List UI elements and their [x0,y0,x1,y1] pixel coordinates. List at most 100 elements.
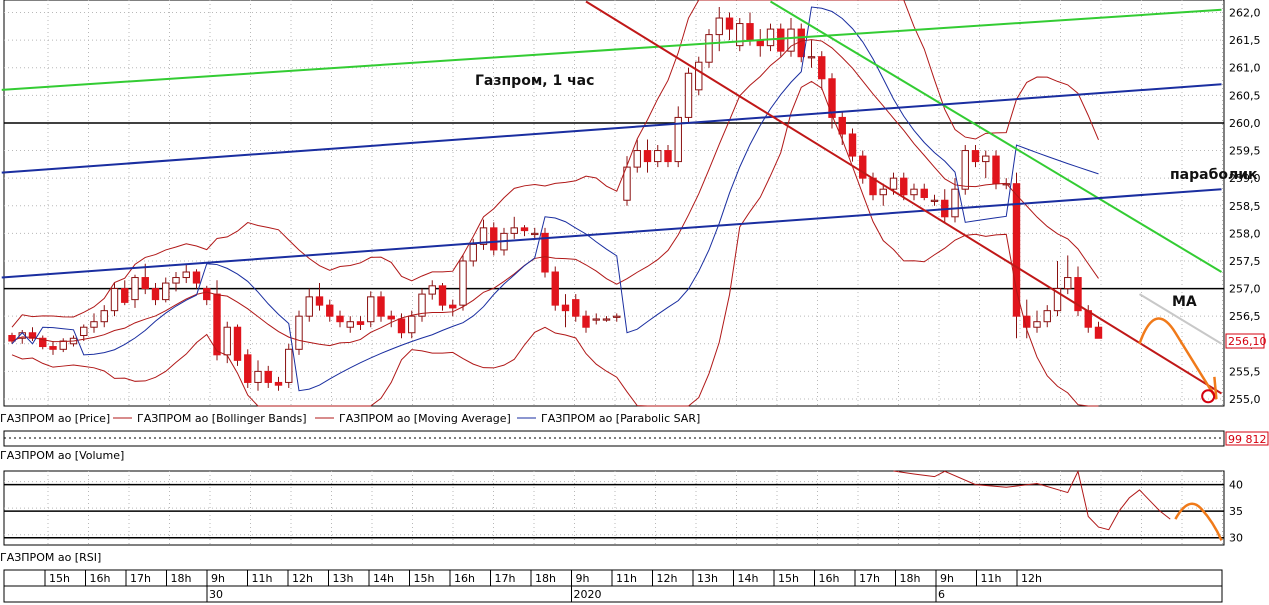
hour-tick-label: 18h [900,572,921,585]
hour-tick-label: 17h [859,572,880,585]
descending-green-trendline [769,0,1223,273]
price-tick-label: 255,0 [1229,393,1261,406]
candle-down [387,315,395,320]
hour-tick-label: 12h [1021,572,1042,585]
hour-tick-label: 18h [171,572,192,585]
candle-down [992,155,1000,185]
volume-value-box [1225,431,1269,446]
candle-down [121,288,129,303]
forecast-arrow [1138,317,1218,400]
rsi-forecast-arrow [1174,502,1223,541]
price-tick-label: 262,0 [1229,7,1261,20]
hour-tick-label: 11h [616,572,637,585]
candle-up [305,296,313,317]
candle-down [213,293,221,356]
hour-tick-label: 16h [819,572,840,585]
day-tick-label: 2020 [574,588,602,601]
price-tick-label: 258,5 [1229,200,1261,213]
candle-up [90,321,98,328]
hour-tick-label: 12h [292,572,313,585]
candle-down [920,188,928,198]
candle-up [766,28,775,47]
bollinger-upper-line [11,0,1099,328]
candle-up [674,116,682,163]
candle-down [900,177,908,196]
candle-down [1012,183,1021,317]
price-tick-label: 257,5 [1229,255,1261,268]
legend-bollinger: ГАЗПРОМ ао [Bollinger Bands] [137,412,307,425]
candle-down [838,116,846,135]
bollinger-lower-line [11,80,1099,407]
price-tick-label: 258,0 [1229,227,1261,240]
candle-down [818,56,826,80]
candle-up [479,227,488,245]
candle-down [397,318,406,334]
candle-down [377,296,385,317]
candle-up [418,293,426,317]
ma-projection-line [1138,293,1223,345]
candle-down [141,277,149,290]
price-tick-label: 259,0 [1229,172,1261,185]
rsi-tick-label: 30 [1229,532,1243,545]
legend-price: ГАЗПРОМ ао [Price] [0,412,110,425]
day-tick-label: 30 [209,588,223,601]
hour-tick-label: 12h [657,572,678,585]
candle-down [746,23,754,41]
candle-up [131,277,139,301]
hour-tick-label: 9h [211,572,225,585]
legend-moving-average: ГАЗПРОМ ао [Moving Average] [339,412,511,425]
candle-up [459,260,467,306]
hour-tick-label: 17h [495,572,516,585]
last-price-box [1225,333,1265,349]
candle-up [223,326,231,356]
candle-down [848,133,857,157]
candle-up [715,17,723,36]
candle-up [592,318,600,321]
upper-blue-channel-line [1,83,1222,174]
rsi-lines [893,469,1223,541]
candle-up [695,61,703,91]
price-tick-label: 260,0 [1229,117,1261,130]
candle-up [1033,321,1041,328]
price-legend: ГАЗПРОМ ао [Price] ГАЗПРОМ ао [Bollinger… [0,412,700,425]
candle-up [100,310,108,323]
candle-down [28,332,37,339]
candle-down [1074,277,1082,312]
price-tick-label: 261,5 [1229,34,1261,47]
candle-down [315,296,324,306]
candle-up [684,72,693,118]
candle-up [510,227,518,234]
price-tick-label: 256,5 [1229,310,1261,323]
candle-up [254,370,262,383]
candle-up [367,296,375,323]
candle-down [1023,315,1031,328]
candle-up [172,277,180,284]
candle-up [59,340,67,350]
candle-up [982,155,990,163]
chart-title: Газпром, 1 час [475,73,594,89]
volume-label: ГАЗПРОМ ао [Volume] [0,449,124,462]
candle-down [777,28,785,52]
parabolic-annotation: параболик [1170,167,1258,183]
candle-down [438,285,447,306]
parabolic-sar-line [11,6,1099,392]
candle-down [725,17,734,30]
candle-down [39,337,47,348]
hour-tick-label: 13h [697,572,718,585]
price-tick-label: 257,0 [1229,283,1261,296]
hour-tick-label: 18h [535,572,556,585]
hour-tick-label: 9h [940,572,954,585]
candle-up [182,271,190,279]
candle-up [613,315,621,318]
candle-down [264,370,272,383]
lower-blue-channel-line [1,188,1222,279]
moving-average-line [11,39,1099,347]
hour-tick-label: 11h [252,572,273,585]
candle-down [233,326,242,361]
day-tick-label: 6 [938,588,945,601]
rsi-tick-label: 35 [1229,505,1243,518]
candle-up [910,188,918,196]
candle-down [192,271,201,284]
hour-tick-label: 9h [576,572,590,585]
hour-tick-label: 15h [49,572,70,585]
